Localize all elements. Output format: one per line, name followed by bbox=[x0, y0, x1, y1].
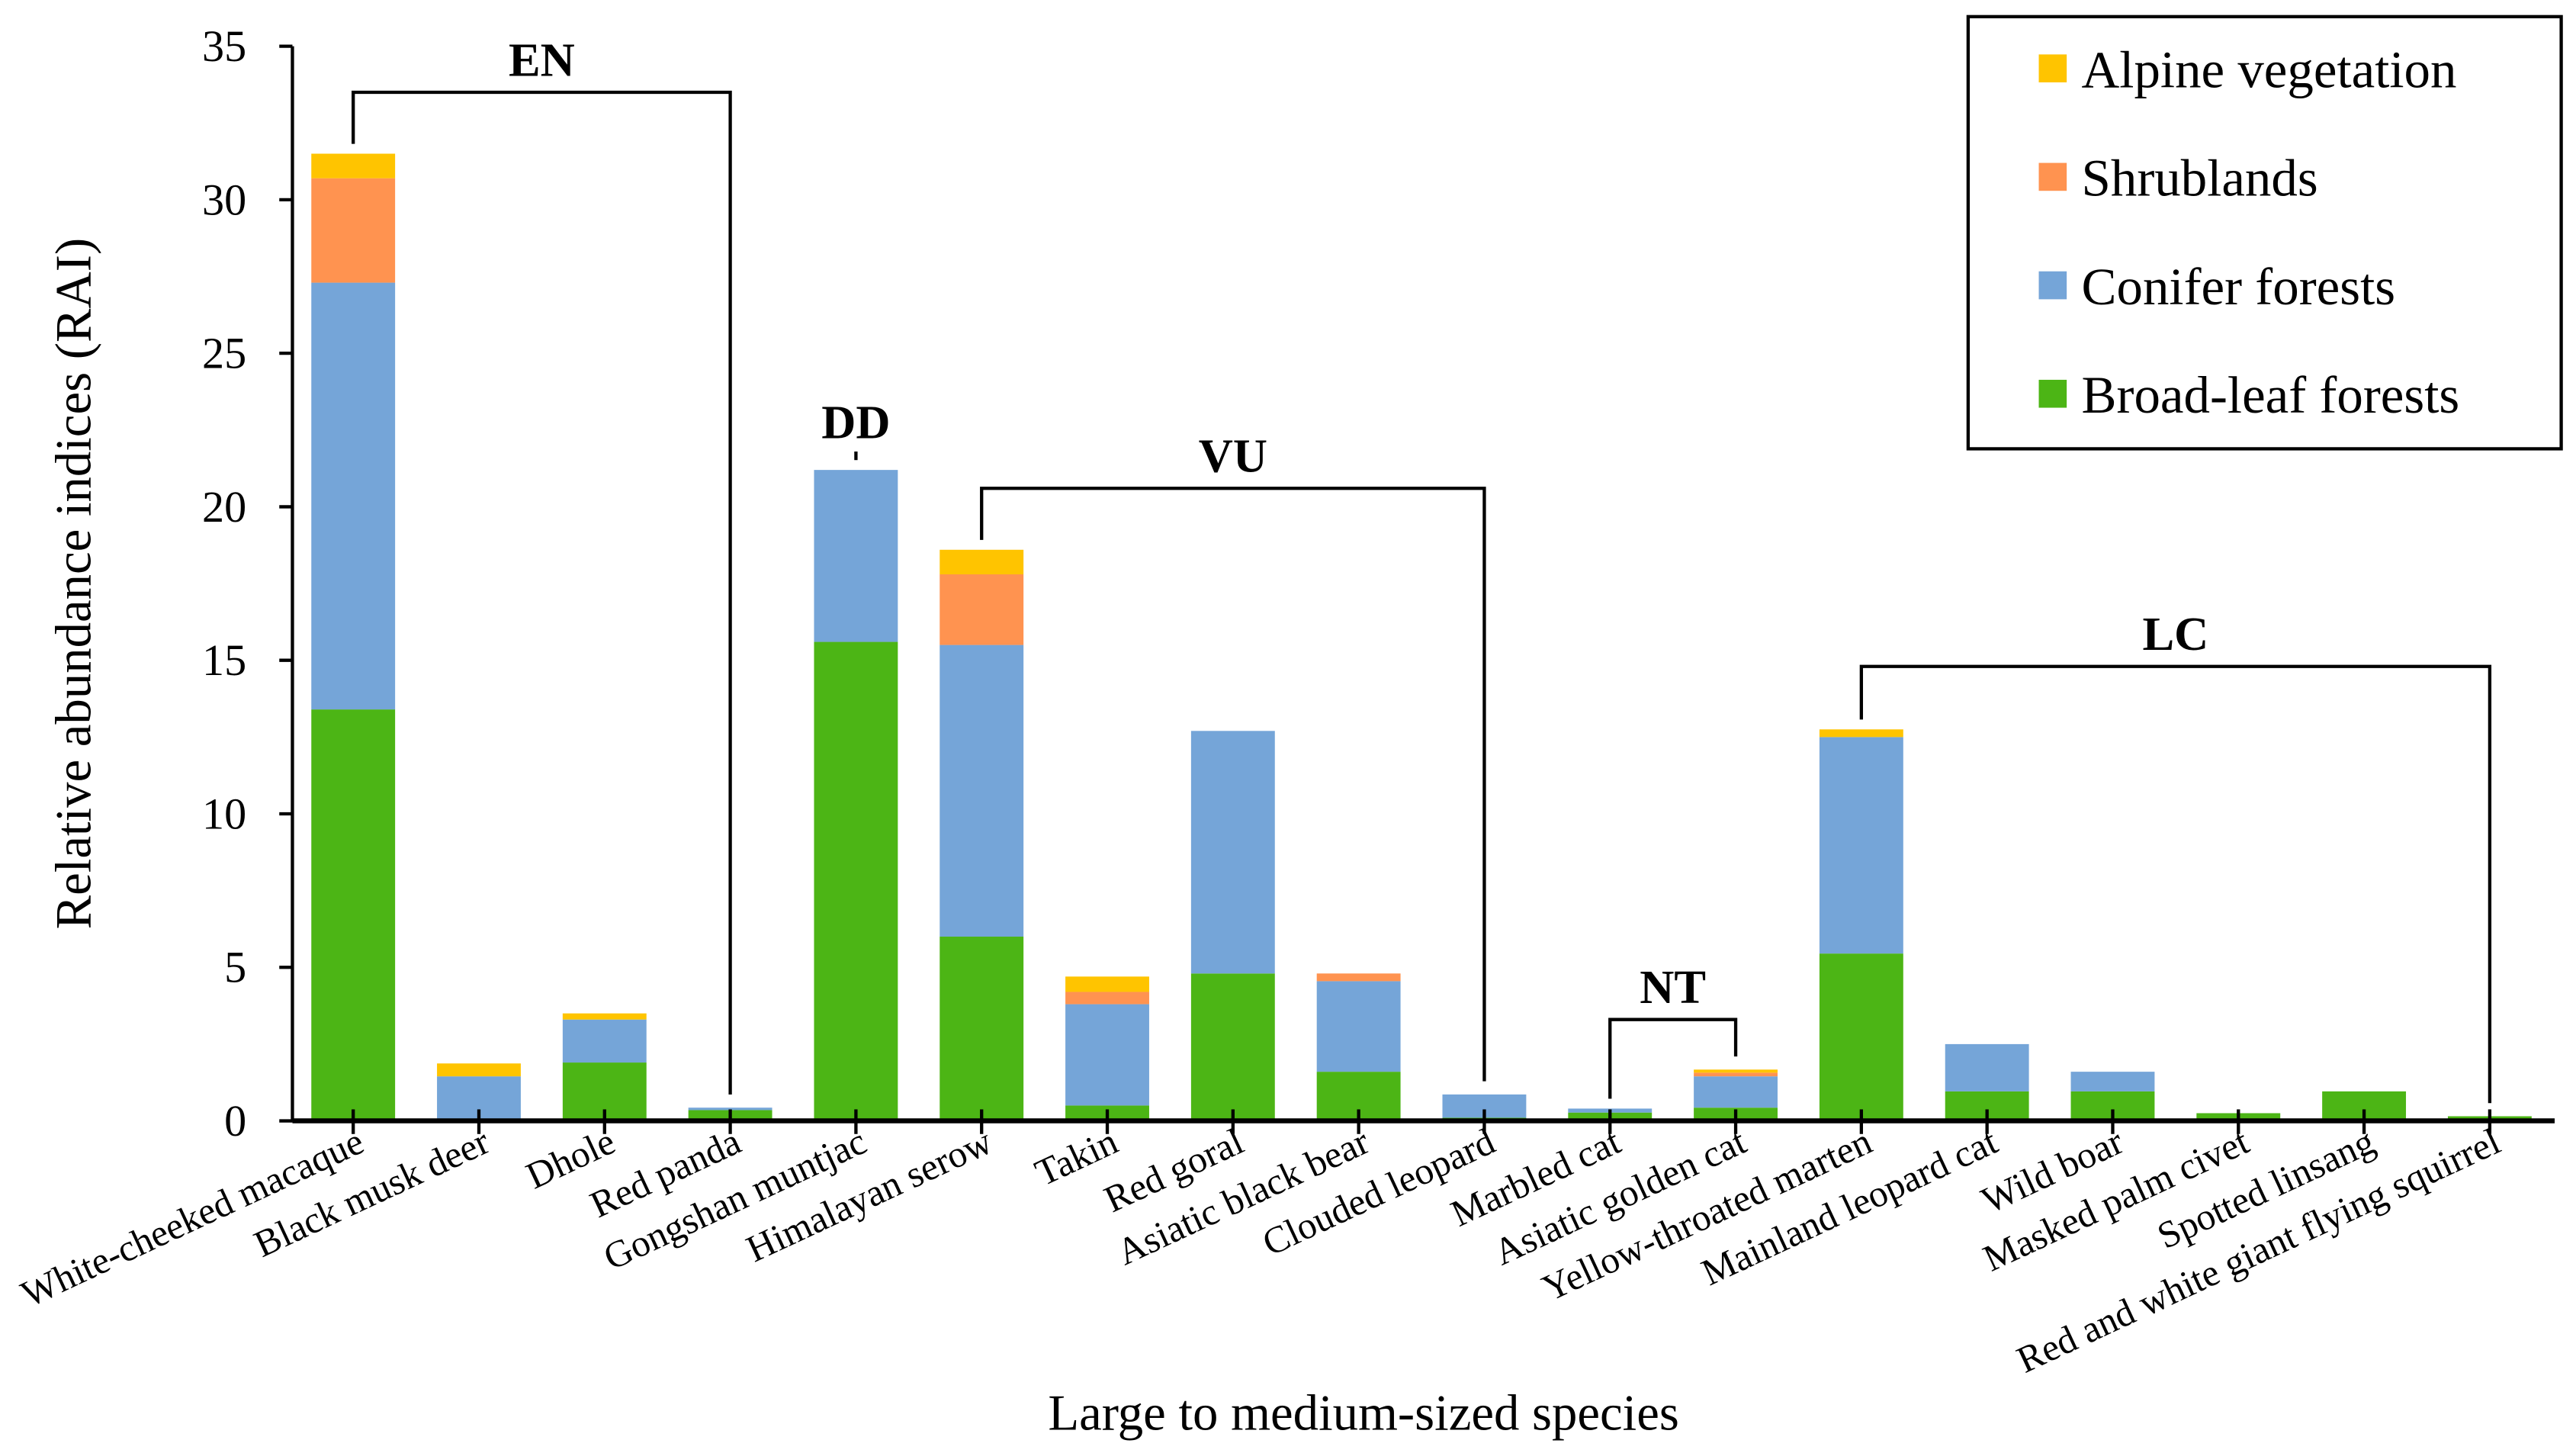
bar-segment-alpine-vegetation bbox=[940, 549, 1024, 574]
legend-label: Broad-leaf forests bbox=[2082, 366, 2460, 424]
annotation-bracket bbox=[1859, 664, 2492, 1104]
legend-label: Alpine vegetation bbox=[2082, 40, 2457, 98]
legend-label: Shrublands bbox=[2082, 149, 2318, 207]
bar-segment-broad-leaf-forests bbox=[1819, 953, 1903, 1121]
legend-swatch bbox=[2038, 162, 2067, 191]
annotation-label-dd: DD bbox=[821, 396, 890, 449]
bar-segment-conifer-forests bbox=[311, 282, 396, 710]
bar-segment-shrublands bbox=[1694, 1072, 1778, 1077]
y-tick-label: 0 bbox=[224, 1096, 246, 1146]
bar-segment-alpine-vegetation bbox=[437, 1063, 521, 1077]
legend-swatch bbox=[2038, 271, 2067, 300]
annotation-label-vu: VU bbox=[1199, 429, 1267, 483]
legend-swatch bbox=[2038, 54, 2067, 82]
bar-segment-conifer-forests bbox=[2070, 1072, 2155, 1091]
bar-segment-conifer-forests bbox=[1316, 981, 1401, 1072]
bar-segment-alpine-vegetation bbox=[1819, 729, 1903, 738]
legend-label: Conifer forests bbox=[2082, 258, 2396, 316]
bar-segment-conifer-forests bbox=[1819, 737, 1903, 954]
annotation-label-nt: NT bbox=[1640, 960, 1706, 1014]
legend-box bbox=[1966, 14, 2563, 451]
bar-segment-conifer-forests bbox=[688, 1107, 772, 1111]
bar-segment-shrublands bbox=[940, 574, 1024, 645]
bar-segment-shrublands bbox=[1316, 973, 1401, 982]
bar-segment-alpine-vegetation bbox=[1694, 1069, 1778, 1073]
bar-segment-conifer-forests bbox=[1190, 731, 1275, 974]
bar-segment-conifer-forests bbox=[1694, 1076, 1778, 1108]
bar-segment-conifer-forests bbox=[814, 470, 898, 642]
y-axis-label: Relative abundance indices (RAI) bbox=[45, 238, 101, 930]
bar-segment-broad-leaf-forests bbox=[940, 937, 1024, 1121]
y-tick-label: 20 bbox=[202, 482, 246, 532]
y-tick-label: 15 bbox=[202, 635, 246, 685]
axes bbox=[291, 46, 2555, 1124]
legend: Alpine vegetation Shrublands Conifer fores… bbox=[1966, 14, 2563, 451]
y-tick-label: 30 bbox=[202, 175, 246, 224]
annotation-bracket bbox=[1608, 1017, 1738, 1099]
legend-swatch bbox=[2038, 379, 2067, 408]
bar-segment-broad-leaf-forests bbox=[814, 641, 898, 1121]
bar-segment-shrublands bbox=[311, 178, 396, 283]
bar-segment-conifer-forests bbox=[562, 1019, 647, 1063]
y-ticks: 0 5 10 15 20 25 30 35 bbox=[202, 21, 293, 1146]
y-tick-label: 35 bbox=[202, 21, 246, 71]
bar-segment-shrublands bbox=[1065, 992, 1149, 1005]
bars bbox=[311, 153, 2532, 1121]
bar-segment-alpine-vegetation bbox=[562, 1013, 647, 1020]
annotation-bracket bbox=[980, 487, 1486, 1082]
annotation-label-en: EN bbox=[509, 33, 575, 86]
y-tick-label: 10 bbox=[202, 789, 246, 838]
bar-segment-broad-leaf-forests bbox=[311, 709, 396, 1121]
bar-segment-alpine-vegetation bbox=[1065, 976, 1149, 992]
annotation-bracket bbox=[352, 90, 732, 1095]
iucn-annotations: EN DD VU NT LC bbox=[352, 33, 2492, 1104]
bar-segment-conifer-forests bbox=[940, 645, 1024, 937]
bar-segment-conifer-forests bbox=[1065, 1004, 1149, 1106]
bar-segment-conifer-forests bbox=[1945, 1043, 2029, 1091]
bar-segment-broad-leaf-forests bbox=[1190, 973, 1275, 1121]
x-axis-label: Large to medium-sized species bbox=[1048, 1385, 1679, 1442]
bar-segment-alpine-vegetation bbox=[311, 153, 396, 178]
annotation-label-lc: LC bbox=[2142, 607, 2208, 661]
y-tick-label: 5 bbox=[224, 943, 246, 992]
y-tick-label: 25 bbox=[202, 329, 246, 378]
